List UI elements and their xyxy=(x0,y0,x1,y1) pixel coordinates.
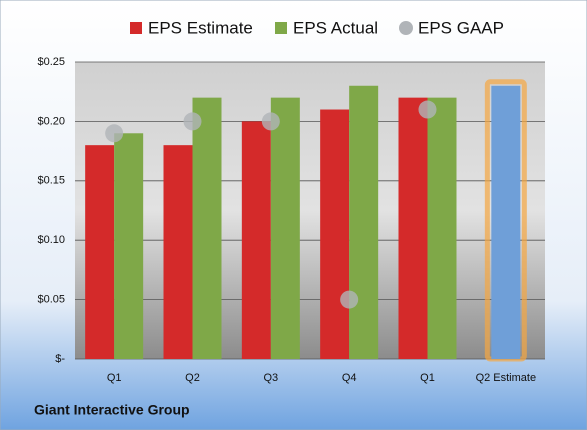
gaap-marker xyxy=(340,290,359,309)
y-tick-label: $0.10 xyxy=(37,234,65,246)
x-tick-label: Q4 xyxy=(342,372,357,384)
gaap-marker xyxy=(105,124,124,143)
y-tick-label: $- xyxy=(55,353,65,365)
bar xyxy=(163,145,193,359)
legend-label: EPS GAAP xyxy=(418,18,504,37)
plot-area xyxy=(75,62,545,359)
bar xyxy=(85,145,115,359)
legend-marker xyxy=(399,21,413,35)
bar xyxy=(491,85,521,359)
legend-label: EPS Actual xyxy=(293,18,378,37)
bar xyxy=(114,133,144,359)
gaap-marker xyxy=(183,112,202,131)
y-tick-label: $0.15 xyxy=(37,175,65,187)
bar xyxy=(241,121,271,360)
x-tick-label: Q3 xyxy=(263,372,278,384)
x-tick-label: Q1 xyxy=(420,372,435,384)
legend-marker xyxy=(130,22,142,34)
bar xyxy=(192,97,222,359)
gaap-marker xyxy=(418,100,437,119)
x-tick-label: Q2 Estimate xyxy=(476,372,537,384)
y-tick-label: $0.05 xyxy=(37,294,65,306)
bar xyxy=(398,97,428,359)
y-tick-label: $0.25 xyxy=(37,56,65,68)
y-tick-label: $0.20 xyxy=(37,115,65,127)
x-tick-label: Q2 xyxy=(185,372,200,384)
bar xyxy=(270,97,300,359)
legend-label: EPS Estimate xyxy=(148,18,253,37)
x-tick-label: Q1 xyxy=(107,372,122,384)
bar xyxy=(349,85,379,359)
gaap-marker xyxy=(261,112,280,131)
bar xyxy=(427,97,457,359)
bar xyxy=(320,109,350,360)
legend-marker xyxy=(275,22,287,34)
chart-title: Giant Interactive Group xyxy=(34,402,190,418)
